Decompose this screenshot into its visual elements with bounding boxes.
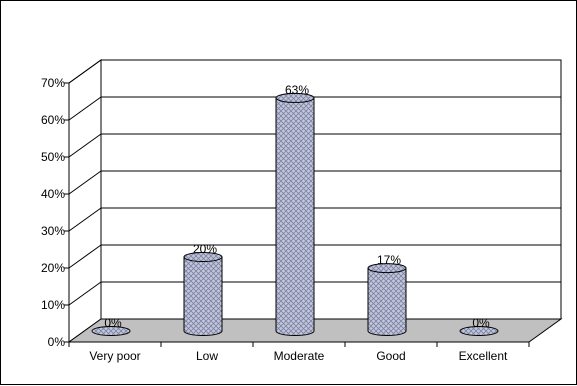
gridline-side — [68, 59, 102, 84]
x-tick-label: Low — [196, 349, 218, 363]
y-tick-label: 10% — [41, 298, 65, 312]
bar-top — [459, 326, 499, 336]
data-label: 63% — [285, 83, 309, 97]
y-tick-label: 40% — [41, 187, 65, 201]
gridline-side — [68, 133, 102, 158]
y-tick-label: 70% — [41, 76, 65, 90]
gridline-side — [68, 244, 102, 269]
gridline-side — [68, 281, 102, 306]
bar-top — [183, 252, 223, 262]
x-tick-label: Good — [376, 349, 405, 363]
bars — [91, 92, 499, 336]
bar — [91, 326, 131, 336]
x-tick-label: Excellent — [459, 349, 508, 363]
gridline-side — [68, 170, 102, 195]
bar — [275, 92, 315, 336]
data-label: 0% — [472, 316, 490, 330]
data-labels: 0% 20% 63% 17% 0% — [104, 83, 490, 330]
gridline-side — [68, 207, 102, 232]
bar — [459, 326, 499, 336]
bar-top — [275, 92, 315, 103]
x-tick-label: Moderate — [274, 349, 325, 363]
gridline-side — [68, 96, 102, 121]
bar-top — [91, 326, 131, 336]
y-axis-ticks: 0% 10% 20% 30% 40% 50% 60% 70% — [41, 76, 69, 349]
bar-body — [367, 267, 407, 336]
x-tick-label: Very poor — [89, 349, 140, 363]
bar-top — [367, 263, 407, 274]
data-label: 17% — [377, 253, 401, 267]
gridlines — [68, 59, 561, 306]
y-tick-label: 30% — [41, 224, 65, 238]
bar — [183, 252, 223, 336]
x-axis-ticks: Very poor Low Moderate Good Excellent — [68, 341, 530, 363]
chart-walls — [68, 59, 562, 343]
side-wall — [68, 59, 102, 343]
bar-body — [275, 97, 315, 336]
bar — [367, 263, 407, 336]
data-label: 0% — [104, 316, 122, 330]
back-wall-outline — [101, 59, 562, 319]
y-tick-label: 60% — [41, 113, 65, 127]
y-tick-label: 20% — [41, 261, 65, 275]
bar-body — [183, 256, 223, 336]
data-label: 20% — [193, 242, 217, 256]
y-tick-label: 0% — [48, 335, 66, 349]
y-tick-label: 50% — [41, 150, 65, 164]
